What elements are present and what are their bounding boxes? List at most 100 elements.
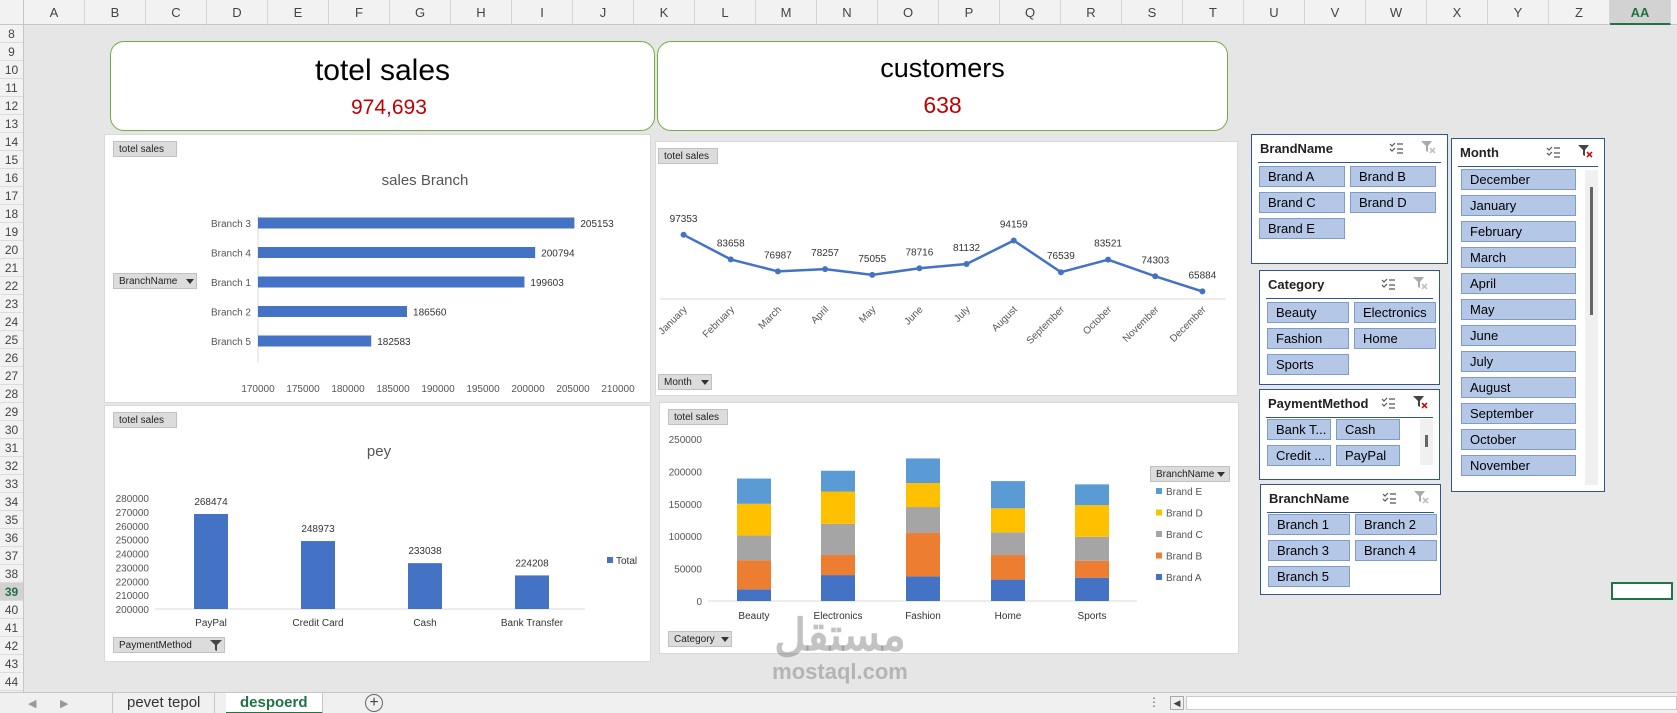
row-header-23[interactable]: 23 (0, 295, 23, 313)
kpi-total-sales-card[interactable]: totel sales 974,693 (110, 41, 655, 131)
column-header-a[interactable]: A (24, 0, 85, 25)
row-header-18[interactable]: 18 (0, 205, 23, 223)
column-header-aa[interactable]: AA (1610, 0, 1671, 25)
slicer-item[interactable]: Branch 2 (1355, 514, 1437, 535)
column-header-i[interactable]: I (512, 0, 573, 25)
column-header-e[interactable]: E (268, 0, 329, 25)
category-chart-panel[interactable]: totel sales Category BranchName 0 50000 10… (659, 402, 1239, 654)
payment-chart-panel[interactable]: totel sales PaymentMethod pey 200000 21000… (104, 405, 651, 662)
row-header-17[interactable]: 17 (0, 187, 23, 205)
row-header-37[interactable]: 37 (0, 547, 23, 565)
pivot-field-button-month[interactable]: Month (658, 374, 712, 390)
slicer-month[interactable]: Month December January February March April Ma… (1451, 138, 1605, 492)
monthly-sales-chart-panel[interactable]: totel sales Month 97353 January 83658 Febru… (655, 141, 1238, 396)
row-header-39[interactable]: 39 (0, 583, 23, 601)
pivot-field-button-category[interactable]: Category (668, 631, 732, 647)
row-header-35[interactable]: 35 (0, 511, 23, 529)
clear-filter-icon[interactable] (1421, 141, 1436, 154)
column-header-k[interactable]: K (634, 0, 695, 25)
row-header-28[interactable]: 28 (0, 385, 23, 403)
slicer-item[interactable]: October (1461, 429, 1576, 450)
slicer-item[interactable]: Fashion (1267, 328, 1349, 349)
pivot-field-button-totel-sales[interactable]: totel sales (658, 148, 718, 164)
slicer-item[interactable]: November (1461, 455, 1576, 476)
column-header-w[interactable]: W (1366, 0, 1427, 25)
row-header-21[interactable]: 21 (0, 259, 23, 277)
row-header-38[interactable]: 38 (0, 565, 23, 583)
row-header-33[interactable]: 33 (0, 475, 23, 493)
slicer-scrollbar[interactable] (1585, 170, 1598, 485)
slicer-item[interactable]: Branch 1 (1268, 514, 1350, 535)
row-header-27[interactable]: 27 (0, 367, 23, 385)
column-header-y[interactable]: Y (1488, 0, 1549, 25)
row-header-32[interactable]: 32 (0, 457, 23, 475)
slicer-item[interactable]: Branch 4 (1355, 540, 1437, 561)
column-header-l[interactable]: L (695, 0, 756, 25)
pivot-field-button-branchname[interactable]: BranchName (113, 273, 197, 289)
column-header-u[interactable]: U (1244, 0, 1305, 25)
column-header-s[interactable]: S (1122, 0, 1183, 25)
row-header-22[interactable]: 22 (0, 277, 23, 295)
row-header-26[interactable]: 26 (0, 349, 23, 367)
slicer-item[interactable]: Brand C (1259, 192, 1345, 213)
column-header-q[interactable]: Q (1000, 0, 1061, 25)
slicer-item[interactable]: Electronics (1354, 302, 1436, 323)
row-header-19[interactable]: 19 (0, 223, 23, 241)
column-header-c[interactable]: C (146, 0, 207, 25)
clear-filter-icon[interactable] (1414, 491, 1429, 504)
slicer-item[interactable]: March (1461, 247, 1576, 268)
sheet-tab-despoerd[interactable]: despoerd (226, 693, 323, 713)
column-header-t[interactable]: T (1183, 0, 1244, 25)
slicer-item[interactable]: June (1461, 325, 1576, 346)
multi-select-icon[interactable] (1381, 397, 1395, 409)
tab-scroll-left-icon[interactable]: ◀ (28, 698, 37, 710)
row-header-20[interactable]: 20 (0, 241, 23, 259)
column-header-r[interactable]: R (1061, 0, 1122, 25)
slicer-paymentmethod[interactable]: PaymentMethod Bank T... Cash Credit ... PayP… (1259, 389, 1440, 480)
multi-select-icon[interactable] (1382, 492, 1396, 504)
multi-select-icon[interactable] (1389, 142, 1403, 154)
slicer-item[interactable]: Brand B (1350, 166, 1436, 187)
row-header-25[interactable]: 25 (0, 331, 23, 349)
slicer-item[interactable]: Sports (1267, 354, 1349, 375)
clear-filter-icon[interactable] (1578, 145, 1593, 158)
column-header-v[interactable]: V (1305, 0, 1366, 25)
slicer-item[interactable]: Brand D (1350, 192, 1436, 213)
pivot-field-button-totel-sales[interactable]: totel sales (113, 141, 177, 157)
column-header-j[interactable]: J (573, 0, 634, 25)
row-header-42[interactable]: 42 (0, 637, 23, 655)
sheet-tab-pevet-tepol[interactable]: pevet tepol (112, 693, 216, 713)
slicer-item[interactable]: January (1461, 195, 1576, 216)
slicer-branchname[interactable]: BranchName Branch 1 Branch 2 Branch 3 Branch… (1260, 484, 1441, 595)
column-header-d[interactable]: D (207, 0, 268, 25)
active-cell[interactable] (1611, 582, 1673, 600)
select-all-corner[interactable] (0, 0, 24, 25)
tab-split-handle-icon[interactable]: ⋮ (1148, 695, 1160, 709)
row-header-40[interactable]: 40 (0, 601, 23, 619)
slicer-item[interactable]: Branch 5 (1268, 566, 1350, 587)
slicer-item[interactable]: April (1461, 273, 1576, 294)
pivot-field-button-totel-sales[interactable]: totel sales (668, 409, 728, 425)
row-header-9[interactable]: 9 (0, 43, 23, 61)
column-header-f[interactable]: F (329, 0, 390, 25)
horizontal-scrollbar[interactable] (1186, 696, 1677, 710)
row-header-24[interactable]: 24 (0, 313, 23, 331)
slicer-item[interactable]: Brand A (1259, 166, 1345, 187)
row-header-12[interactable]: 12 (0, 97, 23, 115)
row-header-15[interactable]: 15 (0, 151, 23, 169)
row-header-29[interactable]: 29 (0, 403, 23, 421)
slicer-item[interactable]: Credit ... (1267, 445, 1331, 466)
multi-select-icon[interactable] (1546, 146, 1560, 158)
slicer-category[interactable]: Category Beauty Electronics Fashion Home Spor… (1259, 270, 1440, 385)
kpi-customers-card[interactable]: customers 638 (657, 41, 1228, 131)
column-header-g[interactable]: G (390, 0, 451, 25)
slicer-item[interactable]: February (1461, 221, 1576, 242)
slicer-item[interactable]: PayPal (1336, 445, 1400, 466)
slicer-item[interactable]: Brand E (1259, 218, 1345, 239)
slicer-item[interactable]: July (1461, 351, 1576, 372)
clear-filter-icon[interactable] (1413, 277, 1428, 290)
slicer-item[interactable]: Branch 3 (1268, 540, 1350, 561)
slicer-scrollbar-thumb[interactable] (1425, 435, 1428, 447)
slicer-item[interactable]: May (1461, 299, 1576, 320)
row-header-30[interactable]: 30 (0, 421, 23, 439)
